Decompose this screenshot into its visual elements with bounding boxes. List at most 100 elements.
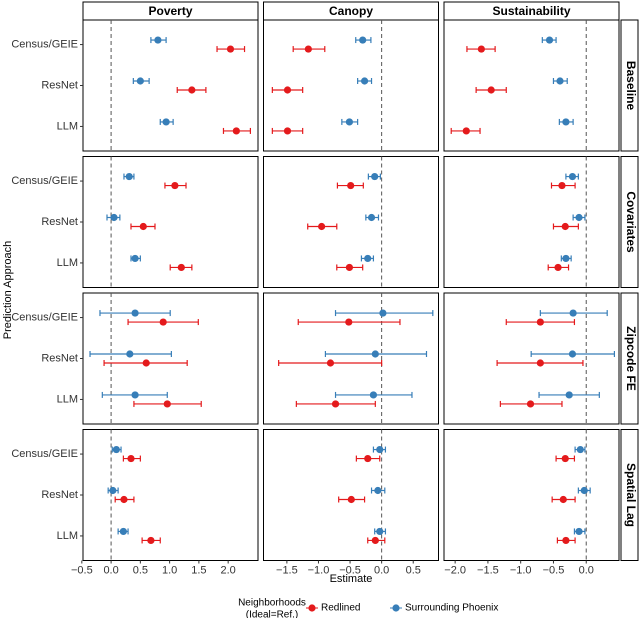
strip — [620, 19, 639, 152]
panel — [263, 292, 439, 425]
point — [554, 263, 562, 272]
point — [304, 45, 312, 53]
point — [125, 172, 133, 181]
x-tick-label: 2.0 — [221, 564, 236, 576]
y-axis-label: Prediction Approach — [2, 241, 14, 339]
point — [226, 45, 235, 53]
point — [131, 391, 139, 399]
point — [374, 486, 382, 495]
point — [159, 318, 167, 326]
point — [576, 445, 584, 454]
x-tick-label: 0.0 — [579, 564, 594, 576]
point — [371, 536, 379, 545]
point — [119, 527, 127, 536]
point — [120, 495, 128, 504]
panel — [263, 429, 439, 561]
point — [376, 527, 384, 536]
x-tick-label: 0.0 — [374, 564, 389, 576]
point — [559, 495, 567, 504]
point — [171, 181, 179, 190]
point — [536, 359, 544, 367]
point — [126, 350, 134, 358]
point — [562, 254, 570, 263]
y-tick-label: ResNet — [41, 216, 78, 228]
point — [131, 254, 139, 263]
y-tick-label: ResNet — [41, 489, 78, 501]
strip-label: Covariates — [624, 191, 638, 253]
strip-label: Spatial Lag — [624, 463, 638, 527]
x-tick-label: −1.5 — [276, 564, 298, 576]
panel — [263, 19, 439, 152]
y-tick-label: LLM — [57, 120, 78, 132]
panel — [82, 19, 259, 152]
point — [347, 181, 355, 190]
point — [345, 118, 354, 126]
point — [562, 118, 570, 126]
point — [112, 445, 120, 454]
strip-label: Zipcode FE — [624, 326, 638, 391]
point — [376, 445, 384, 454]
point — [364, 454, 372, 463]
point — [345, 263, 354, 272]
point — [283, 127, 292, 135]
panel — [443, 156, 620, 288]
point — [561, 222, 569, 231]
y-tick-label: LLM — [57, 530, 78, 542]
point — [188, 86, 196, 94]
point — [331, 400, 340, 408]
legend-title: (Ideal=Ref.) — [246, 610, 299, 618]
point — [568, 172, 577, 181]
x-tick-label: −0.5 — [543, 564, 565, 576]
point — [569, 309, 577, 317]
point — [110, 213, 118, 222]
x-tick-label: −0.5 — [339, 564, 361, 576]
point — [562, 536, 570, 545]
point — [154, 36, 162, 44]
point — [326, 359, 335, 367]
y-tick-label: Census/GEIE — [11, 38, 78, 50]
point — [142, 359, 150, 367]
legend-marker — [392, 604, 400, 612]
strip — [620, 292, 639, 425]
point — [127, 454, 135, 463]
point — [568, 350, 577, 358]
x-tick-label: 0.5 — [406, 564, 421, 576]
point — [487, 86, 495, 94]
x-tick-label: −1.5 — [477, 564, 499, 576]
point — [556, 77, 564, 85]
point — [462, 127, 470, 135]
point — [558, 181, 566, 190]
x-tick-label: −1.0 — [510, 564, 532, 576]
strip-label: Baseline — [624, 61, 638, 111]
point — [379, 309, 387, 317]
y-tick-label: ResNet — [41, 352, 78, 364]
strip — [620, 156, 639, 288]
point — [477, 45, 485, 53]
point — [367, 213, 376, 222]
y-tick-label: Census/GEIE — [11, 175, 78, 187]
point — [359, 36, 367, 44]
strip — [620, 429, 639, 561]
point — [545, 36, 554, 44]
legend-label: Surrounding Phoenix — [405, 603, 498, 614]
point — [369, 391, 378, 399]
legend-label: Redlined — [321, 603, 360, 614]
strip-label: Canopy — [329, 4, 373, 18]
panel — [443, 429, 620, 561]
x-tick-label: −0.5 — [71, 564, 93, 576]
point — [371, 350, 379, 358]
point — [139, 222, 147, 231]
point — [162, 118, 170, 126]
legend-marker — [308, 604, 316, 612]
point — [345, 318, 353, 326]
point — [526, 400, 535, 408]
point — [575, 213, 583, 222]
y-tick-label: Census/GEIE — [11, 448, 78, 460]
point — [147, 536, 155, 545]
strip-label: Sustainability — [492, 4, 570, 18]
point — [364, 254, 372, 263]
point — [371, 172, 379, 181]
point — [232, 127, 240, 135]
point — [580, 486, 588, 495]
